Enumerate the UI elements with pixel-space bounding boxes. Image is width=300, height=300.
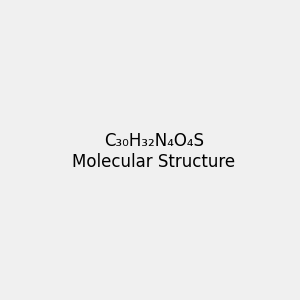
Text: C₃₀H₃₂N₄O₄S
Molecular Structure: C₃₀H₃₂N₄O₄S Molecular Structure [72,132,235,171]
